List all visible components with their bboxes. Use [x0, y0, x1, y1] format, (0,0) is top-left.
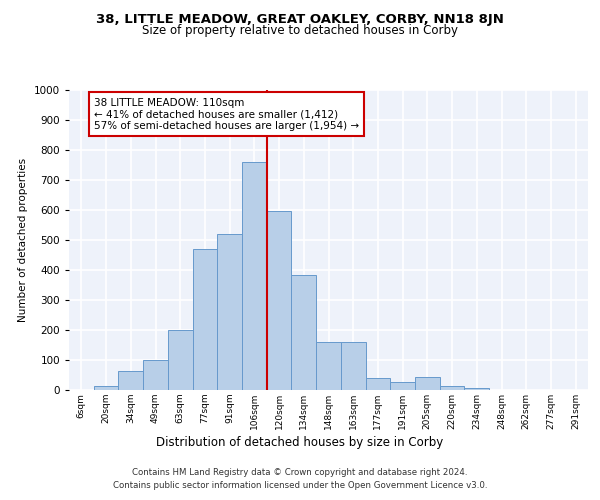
Text: Distribution of detached houses by size in Corby: Distribution of detached houses by size …: [157, 436, 443, 449]
Bar: [390, 382, 415, 390]
Bar: [316, 342, 341, 390]
Bar: [440, 386, 464, 390]
Text: Contains HM Land Registry data © Crown copyright and database right 2024.: Contains HM Land Registry data © Crown c…: [132, 468, 468, 477]
Bar: [193, 249, 217, 390]
Text: 38, LITTLE MEADOW, GREAT OAKLEY, CORBY, NN18 8JN: 38, LITTLE MEADOW, GREAT OAKLEY, CORBY, …: [96, 12, 504, 26]
Bar: [242, 162, 267, 390]
Bar: [464, 388, 489, 390]
Bar: [217, 234, 242, 390]
Bar: [143, 360, 168, 390]
Bar: [341, 342, 365, 390]
Bar: [118, 372, 143, 390]
Bar: [267, 211, 292, 390]
Bar: [365, 378, 390, 390]
Text: Contains public sector information licensed under the Open Government Licence v3: Contains public sector information licen…: [113, 480, 487, 490]
Text: 38 LITTLE MEADOW: 110sqm
← 41% of detached houses are smaller (1,412)
57% of sem: 38 LITTLE MEADOW: 110sqm ← 41% of detach…: [94, 98, 359, 130]
Text: Size of property relative to detached houses in Corby: Size of property relative to detached ho…: [142, 24, 458, 37]
Y-axis label: Number of detached properties: Number of detached properties: [18, 158, 28, 322]
Bar: [415, 377, 440, 390]
Bar: [94, 386, 118, 390]
Bar: [168, 330, 193, 390]
Bar: [292, 275, 316, 390]
